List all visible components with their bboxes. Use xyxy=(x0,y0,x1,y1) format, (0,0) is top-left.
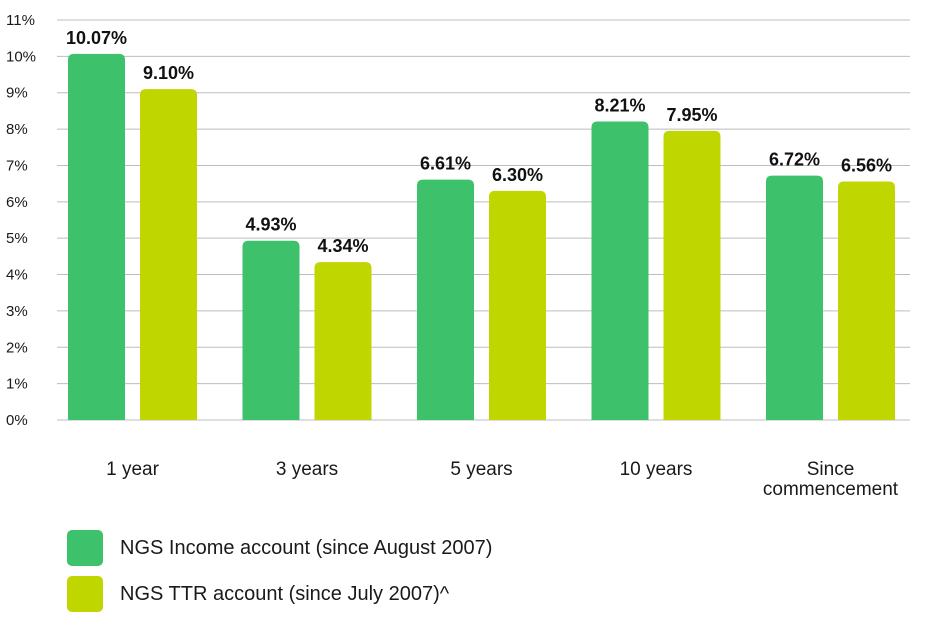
legend-label-income: NGS Income account (since August 2007) xyxy=(120,536,493,559)
gridlines xyxy=(57,19,910,421)
data-label: 4.93% xyxy=(245,215,296,235)
y-axis-ticks: 0% 1% 2% 3% 4% 5% 6% 7% 8% 9% 10% 11% xyxy=(6,12,36,429)
data-label: 9.10% xyxy=(143,63,194,83)
category-label: 10 years xyxy=(620,459,693,480)
category-label: commencement xyxy=(763,479,899,500)
legend-item-ttr: NGS TTR account (since July 2007)^ xyxy=(67,574,492,614)
bar xyxy=(838,181,895,420)
data-label: 6.72% xyxy=(769,150,820,170)
legend-swatch-income xyxy=(67,530,103,566)
legend-item-income: NGS Income account (since August 2007) xyxy=(67,528,492,568)
bar xyxy=(417,179,474,420)
y-tick-label: 3% xyxy=(6,303,28,320)
bar xyxy=(68,53,125,421)
data-label: 4.34% xyxy=(317,236,368,256)
y-tick-label: 7% xyxy=(6,157,28,174)
bar xyxy=(314,262,372,420)
bars xyxy=(68,53,895,421)
y-tick-label: 11% xyxy=(6,12,35,29)
data-label: 6.30% xyxy=(492,165,543,185)
legend: NGS Income account (since August 2007) N… xyxy=(67,528,492,620)
y-tick-label: 1% xyxy=(6,376,28,393)
data-label: 6.61% xyxy=(420,154,471,174)
x-axis-categories: 1 year 3 years 5 years 10 years Sincecommenc… xyxy=(106,459,899,500)
data-label: 7.95% xyxy=(666,105,717,125)
bar xyxy=(242,240,300,420)
y-tick-label: 2% xyxy=(6,339,28,356)
legend-label-ttr: NGS TTR account (since July 2007)^ xyxy=(120,582,450,605)
y-tick-label: 4% xyxy=(6,267,28,284)
y-tick-label: 9% xyxy=(6,85,28,102)
y-tick-label: 5% xyxy=(6,230,28,247)
bar xyxy=(591,121,649,421)
bar xyxy=(489,190,546,420)
bar xyxy=(766,175,823,420)
y-tick-label: 0% xyxy=(6,412,28,429)
y-tick-label: 8% xyxy=(6,121,28,138)
data-label: 8.21% xyxy=(594,95,645,115)
bar-chart: 0% 1% 2% 3% 4% 5% 6% 7% 8% 9% 10% 11% 10.07% 9.10% 4.… xyxy=(6,12,910,500)
bar xyxy=(140,89,197,420)
category-label: Since xyxy=(807,459,855,480)
legend-swatch-ttr xyxy=(67,576,103,612)
data-label: 6.56% xyxy=(841,155,892,175)
data-labels: 10.07% 9.10% 4.93% 4.34% 6.61% 6.30% 8.21% 7.95… xyxy=(66,28,892,256)
category-label: 1 year xyxy=(106,459,159,480)
data-label: 10.07% xyxy=(66,28,127,48)
category-label: 5 years xyxy=(450,459,512,480)
y-tick-label: 6% xyxy=(6,194,28,211)
bar xyxy=(663,130,721,420)
category-label: 3 years xyxy=(276,459,338,480)
y-tick-label: 10% xyxy=(6,48,36,65)
